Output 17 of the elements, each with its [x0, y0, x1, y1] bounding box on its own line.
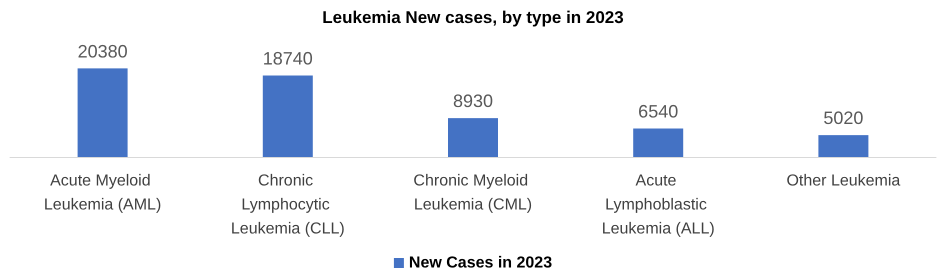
data-label: 8930: [452, 91, 494, 112]
x-tick-label: Other Leukemia: [786, 172, 900, 190]
legend-label: New Cases in 2023: [408, 254, 552, 272]
bar: [633, 128, 684, 157]
data-label: 18740: [262, 48, 313, 68]
bar: [818, 135, 868, 157]
bar: [262, 75, 313, 157]
bar: [78, 68, 128, 157]
data-label: 20380: [78, 41, 128, 62]
chart-title: Leukemia New cases, by type in 2023: [322, 8, 624, 27]
x-tick-label: Acute Myeloid Leukemia (AML): [44, 172, 162, 214]
x-tick-label: Acute Lymphoblastic Leukemia (ALL): [602, 172, 715, 238]
data-label: 5020: [823, 108, 864, 128]
bar: [448, 118, 498, 157]
data-label: 6540: [638, 102, 678, 122]
x-tick-label: Chronic Lymphocytic Leukemia (CLL): [230, 172, 345, 238]
x-tick-label: Chronic Myeloid Leukemia (CML): [413, 172, 533, 214]
